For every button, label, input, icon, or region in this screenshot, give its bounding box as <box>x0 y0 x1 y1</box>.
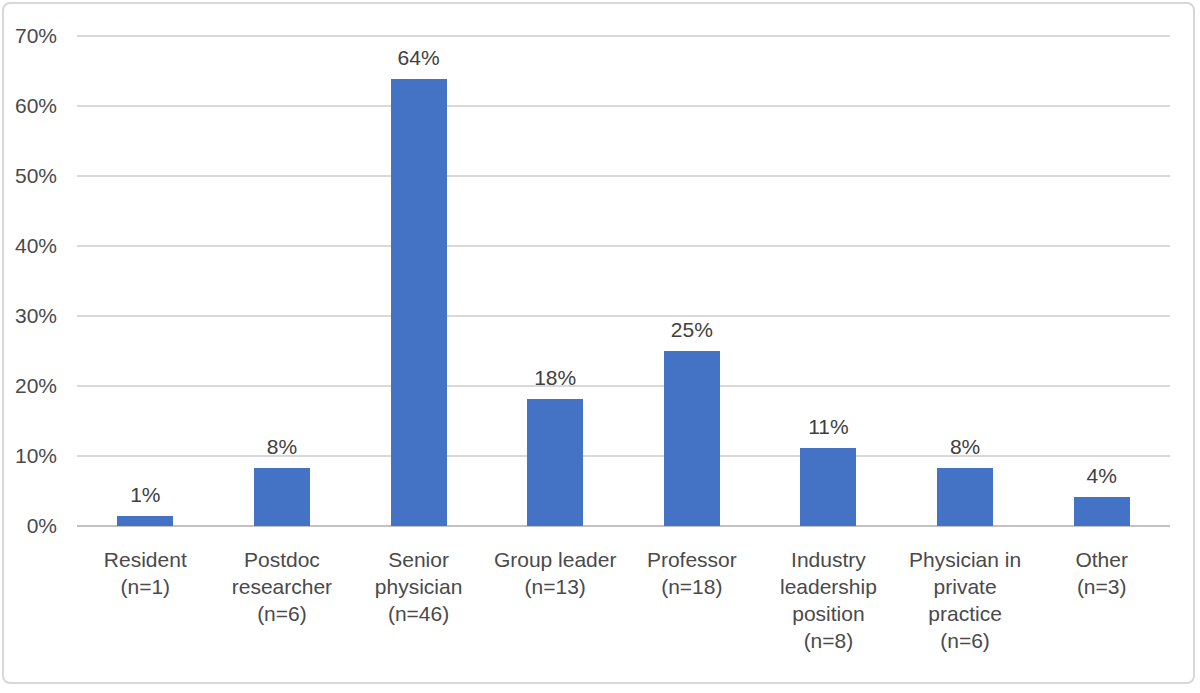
x-axis-category-label: Physician in private practice (n=6) <box>897 546 1034 654</box>
bar-slot: 18% <box>487 36 624 526</box>
bar-value-label: 64% <box>350 46 487 70</box>
bar <box>391 79 447 526</box>
bar-slot: 64% <box>350 36 487 526</box>
y-axis-tick-label: 10% <box>0 443 57 469</box>
x-axis: Resident (n=1)Postdoc researcher (n=6)Se… <box>77 546 1170 654</box>
bar <box>527 399 583 526</box>
y-axis-tick-label: 20% <box>0 373 57 399</box>
x-axis-category-label: Postdoc researcher (n=6) <box>214 546 351 654</box>
y-axis-tick-label: 30% <box>0 303 57 329</box>
x-axis-category-label: Group leader (n=13) <box>487 546 624 654</box>
chart-canvas: 0%10%20%30%40%50%60%70% 1%8%64%18%25%11%… <box>0 0 1200 693</box>
y-axis-tick-label: 40% <box>0 233 57 259</box>
bar-value-label: 1% <box>77 483 214 507</box>
bar-value-label: 8% <box>897 435 1034 459</box>
x-axis-category-label: Senior physician (n=46) <box>350 546 487 654</box>
bar <box>1074 497 1130 526</box>
bar-value-label: 25% <box>624 318 761 342</box>
x-axis-category-label: Resident (n=1) <box>77 546 214 654</box>
bar-slot: 8% <box>214 36 351 526</box>
bar-value-label: 8% <box>214 435 351 459</box>
y-axis-tick-label: 70% <box>0 23 57 49</box>
x-axis-category-label: Other (n=3) <box>1033 546 1170 654</box>
bar <box>117 516 173 526</box>
bar-slot: 11% <box>760 36 897 526</box>
y-axis-tick-label: 0% <box>0 513 57 539</box>
plot-area: 1%8%64%18%25%11%8%4% <box>77 36 1170 526</box>
y-axis-tick-label: 60% <box>0 93 57 119</box>
bar-slot: 1% <box>77 36 214 526</box>
bar-slot: 25% <box>624 36 761 526</box>
bar-value-label: 11% <box>760 415 897 439</box>
x-axis-category-label: Industry leadership position (n=8) <box>760 546 897 654</box>
bar <box>937 468 993 526</box>
bar <box>800 448 856 526</box>
y-axis-tick-label: 50% <box>0 163 57 189</box>
x-axis-category-label: Professor (n=18) <box>624 546 761 654</box>
bar-slot: 8% <box>897 36 1034 526</box>
bar <box>254 468 310 526</box>
bar-slot: 4% <box>1033 36 1170 526</box>
bar <box>664 351 720 526</box>
bar-value-label: 18% <box>487 366 624 390</box>
bar-value-label: 4% <box>1033 464 1170 488</box>
